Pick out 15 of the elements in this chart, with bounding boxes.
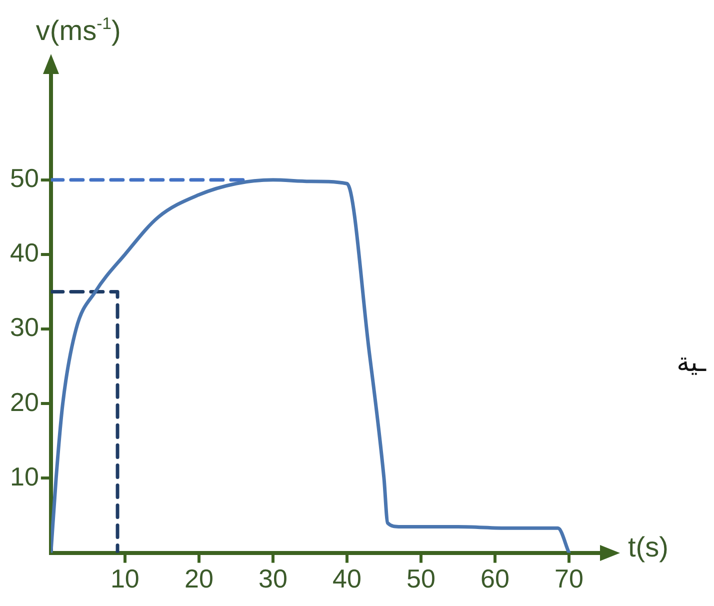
y-tick-label: 20 <box>10 386 39 417</box>
x-tick-label: 70 <box>554 564 584 594</box>
x-tick-label: 20 <box>184 564 214 594</box>
y-tick-label: 30 <box>10 312 39 342</box>
line-series <box>50 178 571 553</box>
x-tick-label: 30 <box>258 564 288 594</box>
x-axis-title: t(s) <box>628 532 668 563</box>
x-tick-label: 10 <box>110 564 140 594</box>
text: ـية <box>676 348 706 378</box>
x-tick-label: 40 <box>332 564 362 594</box>
x-tick-label: 60 <box>480 564 510 594</box>
y-tick-label: 10 <box>10 461 39 492</box>
x-tick-label: 50 <box>406 564 436 594</box>
y-tick-label: 40 <box>10 238 39 268</box>
y-tick-label: 50 <box>10 163 39 194</box>
